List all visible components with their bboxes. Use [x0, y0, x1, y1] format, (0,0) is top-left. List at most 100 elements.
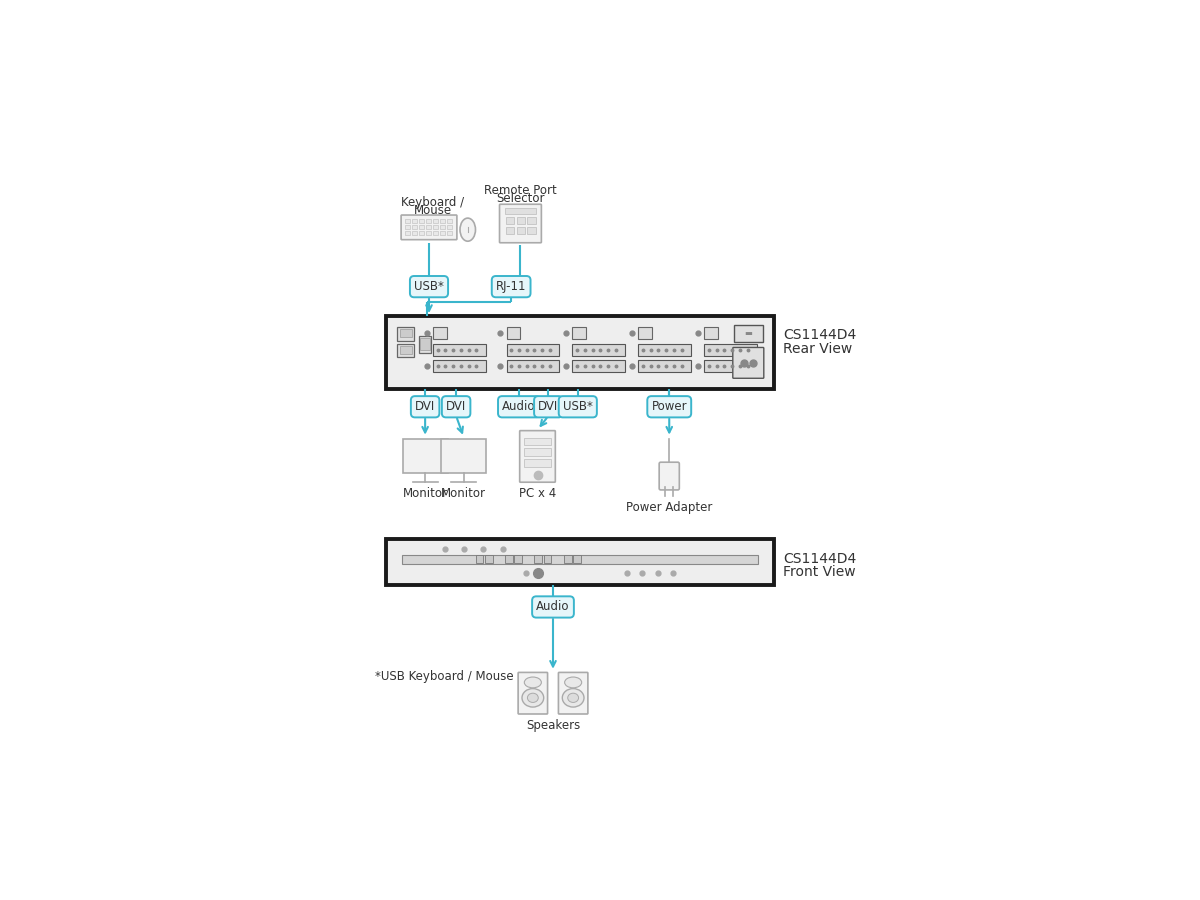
Text: Remote Port: Remote Port — [484, 184, 557, 197]
FancyBboxPatch shape — [440, 219, 445, 222]
FancyBboxPatch shape — [638, 344, 691, 356]
FancyBboxPatch shape — [528, 228, 536, 234]
FancyBboxPatch shape — [515, 555, 522, 563]
Text: Rear View: Rear View — [784, 342, 852, 356]
FancyBboxPatch shape — [446, 219, 452, 222]
FancyBboxPatch shape — [506, 360, 559, 372]
Ellipse shape — [522, 688, 544, 707]
Text: Mouse: Mouse — [414, 203, 452, 217]
FancyBboxPatch shape — [419, 225, 425, 229]
FancyBboxPatch shape — [572, 344, 625, 356]
FancyBboxPatch shape — [638, 360, 691, 372]
FancyBboxPatch shape — [403, 439, 448, 473]
Text: Power Adapter: Power Adapter — [626, 500, 713, 514]
FancyBboxPatch shape — [404, 231, 410, 235]
FancyBboxPatch shape — [397, 344, 414, 357]
FancyBboxPatch shape — [446, 231, 452, 235]
FancyBboxPatch shape — [446, 225, 452, 229]
FancyBboxPatch shape — [386, 316, 774, 389]
FancyBboxPatch shape — [505, 208, 536, 214]
FancyBboxPatch shape — [419, 336, 431, 353]
Text: Front View: Front View — [784, 565, 856, 580]
Text: ▬: ▬ — [744, 329, 752, 338]
FancyBboxPatch shape — [433, 360, 486, 372]
Text: Monitor: Monitor — [442, 487, 486, 500]
Ellipse shape — [528, 693, 539, 702]
FancyBboxPatch shape — [704, 344, 757, 356]
FancyBboxPatch shape — [505, 217, 515, 224]
Text: DVI: DVI — [446, 400, 467, 413]
Text: PC x 4: PC x 4 — [518, 487, 556, 500]
FancyBboxPatch shape — [404, 225, 410, 229]
Text: Keyboard /: Keyboard / — [401, 196, 464, 209]
FancyBboxPatch shape — [572, 327, 587, 339]
FancyBboxPatch shape — [528, 217, 536, 224]
FancyBboxPatch shape — [733, 325, 763, 342]
FancyBboxPatch shape — [485, 555, 492, 563]
FancyBboxPatch shape — [499, 204, 541, 243]
FancyBboxPatch shape — [400, 346, 412, 355]
Text: Selector: Selector — [497, 192, 545, 205]
FancyBboxPatch shape — [733, 347, 764, 378]
FancyBboxPatch shape — [524, 448, 551, 456]
FancyBboxPatch shape — [524, 437, 551, 446]
Text: DVI: DVI — [415, 400, 436, 413]
FancyBboxPatch shape — [433, 219, 438, 222]
FancyBboxPatch shape — [704, 360, 757, 372]
FancyBboxPatch shape — [412, 231, 418, 235]
Ellipse shape — [524, 677, 541, 688]
FancyBboxPatch shape — [704, 327, 718, 339]
FancyBboxPatch shape — [574, 555, 581, 563]
Ellipse shape — [565, 677, 582, 688]
FancyBboxPatch shape — [440, 225, 445, 229]
Text: Speakers: Speakers — [526, 719, 580, 733]
FancyBboxPatch shape — [518, 672, 547, 714]
FancyBboxPatch shape — [401, 215, 457, 239]
FancyBboxPatch shape — [440, 231, 445, 235]
FancyBboxPatch shape — [564, 555, 571, 563]
FancyBboxPatch shape — [412, 219, 418, 222]
Ellipse shape — [568, 693, 578, 702]
FancyBboxPatch shape — [419, 219, 425, 222]
Text: *USB Keyboard / Mouse: *USB Keyboard / Mouse — [374, 670, 514, 683]
FancyBboxPatch shape — [442, 439, 486, 473]
FancyBboxPatch shape — [400, 329, 412, 338]
FancyBboxPatch shape — [506, 327, 521, 339]
FancyBboxPatch shape — [404, 219, 410, 222]
FancyBboxPatch shape — [544, 555, 552, 563]
FancyBboxPatch shape — [572, 360, 625, 372]
FancyBboxPatch shape — [524, 459, 551, 467]
FancyBboxPatch shape — [506, 344, 559, 356]
FancyBboxPatch shape — [505, 555, 512, 563]
FancyBboxPatch shape — [433, 344, 486, 356]
Text: CS1144D4: CS1144D4 — [784, 552, 857, 565]
Text: RJ-11: RJ-11 — [496, 280, 527, 293]
Text: Audio: Audio — [536, 600, 570, 614]
FancyBboxPatch shape — [412, 225, 418, 229]
FancyBboxPatch shape — [402, 554, 758, 563]
FancyBboxPatch shape — [558, 672, 588, 714]
FancyBboxPatch shape — [475, 555, 484, 563]
Text: USB*: USB* — [414, 280, 444, 293]
Ellipse shape — [563, 688, 584, 707]
FancyBboxPatch shape — [397, 327, 414, 340]
FancyBboxPatch shape — [426, 225, 431, 229]
FancyBboxPatch shape — [426, 231, 431, 235]
FancyBboxPatch shape — [433, 225, 438, 229]
FancyBboxPatch shape — [638, 327, 653, 339]
FancyBboxPatch shape — [659, 463, 679, 490]
FancyBboxPatch shape — [516, 228, 526, 234]
FancyBboxPatch shape — [516, 217, 526, 224]
FancyBboxPatch shape — [505, 228, 515, 234]
Text: Power: Power — [652, 400, 688, 413]
Text: USB*: USB* — [563, 400, 593, 413]
Text: Audio: Audio — [502, 400, 535, 413]
FancyBboxPatch shape — [433, 231, 438, 235]
FancyBboxPatch shape — [520, 430, 556, 482]
FancyBboxPatch shape — [386, 539, 774, 585]
FancyBboxPatch shape — [420, 338, 430, 350]
FancyBboxPatch shape — [534, 555, 542, 563]
Text: DVI: DVI — [539, 400, 558, 413]
Ellipse shape — [460, 218, 475, 241]
FancyBboxPatch shape — [433, 327, 446, 339]
